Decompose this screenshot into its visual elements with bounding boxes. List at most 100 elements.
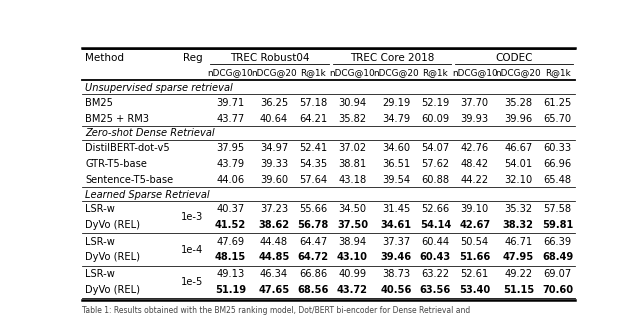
- Text: 54.14: 54.14: [420, 220, 451, 230]
- Text: 57.58: 57.58: [543, 204, 572, 214]
- Text: 47.69: 47.69: [216, 237, 244, 247]
- Text: 44.85: 44.85: [259, 253, 290, 263]
- Text: Learned Sparse Retrieval: Learned Sparse Retrieval: [86, 190, 210, 200]
- Text: 32.10: 32.10: [504, 175, 532, 185]
- Text: 49.13: 49.13: [216, 269, 244, 279]
- Text: 34.97: 34.97: [260, 143, 288, 153]
- Text: TREC Core 2018: TREC Core 2018: [349, 53, 434, 62]
- Text: 1e-3: 1e-3: [181, 212, 204, 222]
- Text: 39.46: 39.46: [381, 253, 412, 263]
- Text: BM25: BM25: [86, 98, 113, 108]
- Text: 39.33: 39.33: [260, 159, 288, 169]
- Text: BM25 + RM3: BM25 + RM3: [86, 113, 150, 124]
- Text: DistilBERT-dot-v5: DistilBERT-dot-v5: [86, 143, 170, 153]
- Text: 46.34: 46.34: [260, 269, 288, 279]
- Text: 50.54: 50.54: [461, 237, 489, 247]
- Text: 1e-5: 1e-5: [181, 277, 204, 287]
- Text: 59.81: 59.81: [542, 220, 573, 230]
- Text: Zero-shot Dense Retrieval: Zero-shot Dense Retrieval: [86, 128, 215, 138]
- Text: 42.76: 42.76: [461, 143, 489, 153]
- Text: 35.82: 35.82: [339, 113, 367, 124]
- Text: 51.15: 51.15: [503, 285, 534, 295]
- Text: Method: Method: [86, 53, 124, 62]
- Text: 39.10: 39.10: [461, 204, 489, 214]
- Text: 35.32: 35.32: [504, 204, 532, 214]
- Text: nDCG@10: nDCG@10: [452, 69, 497, 77]
- Text: 42.67: 42.67: [459, 220, 490, 230]
- Text: DyVo (REL): DyVo (REL): [86, 220, 140, 230]
- Text: 57.18: 57.18: [299, 98, 328, 108]
- Text: 40.99: 40.99: [339, 269, 367, 279]
- Text: 37.95: 37.95: [216, 143, 244, 153]
- Text: 52.41: 52.41: [299, 143, 328, 153]
- Text: 38.62: 38.62: [259, 220, 289, 230]
- Text: 68.49: 68.49: [542, 253, 573, 263]
- Text: 51.19: 51.19: [215, 285, 246, 295]
- Text: 69.07: 69.07: [543, 269, 572, 279]
- Text: 57.64: 57.64: [300, 175, 327, 185]
- Text: 60.09: 60.09: [421, 113, 449, 124]
- Text: 34.60: 34.60: [382, 143, 410, 153]
- Text: 44.22: 44.22: [461, 175, 489, 185]
- Text: 60.44: 60.44: [421, 237, 449, 247]
- Text: 40.64: 40.64: [260, 113, 288, 124]
- Text: 43.18: 43.18: [339, 175, 367, 185]
- Text: LSR-w: LSR-w: [86, 237, 115, 247]
- Text: 61.25: 61.25: [543, 98, 572, 108]
- Text: Table 1: Results obtained with the BM25 ranking model, Dot/BERT bi-encoder for D: Table 1: Results obtained with the BM25 …: [83, 306, 471, 315]
- Text: 66.39: 66.39: [543, 237, 572, 247]
- Text: LSR-w: LSR-w: [86, 269, 115, 279]
- Text: 53.40: 53.40: [459, 285, 490, 295]
- Text: 52.61: 52.61: [461, 269, 489, 279]
- Text: 47.95: 47.95: [503, 253, 534, 263]
- Text: 34.50: 34.50: [339, 204, 367, 214]
- Text: 55.66: 55.66: [300, 204, 327, 214]
- Text: nDCG@20: nDCG@20: [495, 69, 541, 77]
- Text: Unsupervised sparse retrieval: Unsupervised sparse retrieval: [86, 83, 233, 93]
- Text: 35.28: 35.28: [504, 98, 532, 108]
- Text: 37.23: 37.23: [260, 204, 288, 214]
- Text: 38.32: 38.32: [503, 220, 534, 230]
- Text: nDCG@20: nDCG@20: [373, 69, 419, 77]
- Text: Sentence-T5-base: Sentence-T5-base: [86, 175, 173, 185]
- Text: 51.66: 51.66: [459, 253, 490, 263]
- Text: 48.42: 48.42: [461, 159, 489, 169]
- Text: 39.71: 39.71: [216, 98, 244, 108]
- Text: 44.48: 44.48: [260, 237, 288, 247]
- Text: 34.61: 34.61: [381, 220, 412, 230]
- Text: 56.78: 56.78: [298, 220, 329, 230]
- Text: nDCG@10: nDCG@10: [207, 69, 253, 77]
- Text: 65.48: 65.48: [543, 175, 572, 185]
- Text: 1e-4: 1e-4: [181, 244, 204, 254]
- Text: 29.19: 29.19: [382, 98, 410, 108]
- Text: 39.60: 39.60: [260, 175, 288, 185]
- Text: 38.81: 38.81: [339, 159, 367, 169]
- Text: 57.62: 57.62: [421, 159, 449, 169]
- Text: 43.77: 43.77: [216, 113, 244, 124]
- Text: 64.72: 64.72: [298, 253, 329, 263]
- Text: 44.06: 44.06: [216, 175, 244, 185]
- Text: 43.79: 43.79: [216, 159, 244, 169]
- Text: 37.70: 37.70: [461, 98, 489, 108]
- Text: 54.01: 54.01: [504, 159, 532, 169]
- Text: 68.56: 68.56: [298, 285, 329, 295]
- Text: 40.56: 40.56: [381, 285, 412, 295]
- Text: R@1k: R@1k: [422, 69, 448, 77]
- Text: 43.72: 43.72: [337, 285, 368, 295]
- Text: GTR-T5-base: GTR-T5-base: [86, 159, 147, 169]
- Text: DyVo (REL): DyVo (REL): [86, 253, 140, 263]
- Text: 49.22: 49.22: [504, 269, 532, 279]
- Text: nDCG@10: nDCG@10: [330, 69, 375, 77]
- Text: TREC Robust04: TREC Robust04: [230, 53, 309, 62]
- Text: 40.37: 40.37: [216, 204, 244, 214]
- Text: 64.21: 64.21: [299, 113, 328, 124]
- Text: 39.93: 39.93: [461, 113, 489, 124]
- Text: 48.15: 48.15: [215, 253, 246, 263]
- Text: Reg: Reg: [182, 53, 202, 62]
- Text: 39.54: 39.54: [382, 175, 410, 185]
- Text: 65.70: 65.70: [543, 113, 572, 124]
- Text: LSR-w: LSR-w: [86, 204, 115, 214]
- Text: 37.50: 37.50: [337, 220, 368, 230]
- Text: 37.37: 37.37: [382, 237, 410, 247]
- Text: 52.66: 52.66: [421, 204, 449, 214]
